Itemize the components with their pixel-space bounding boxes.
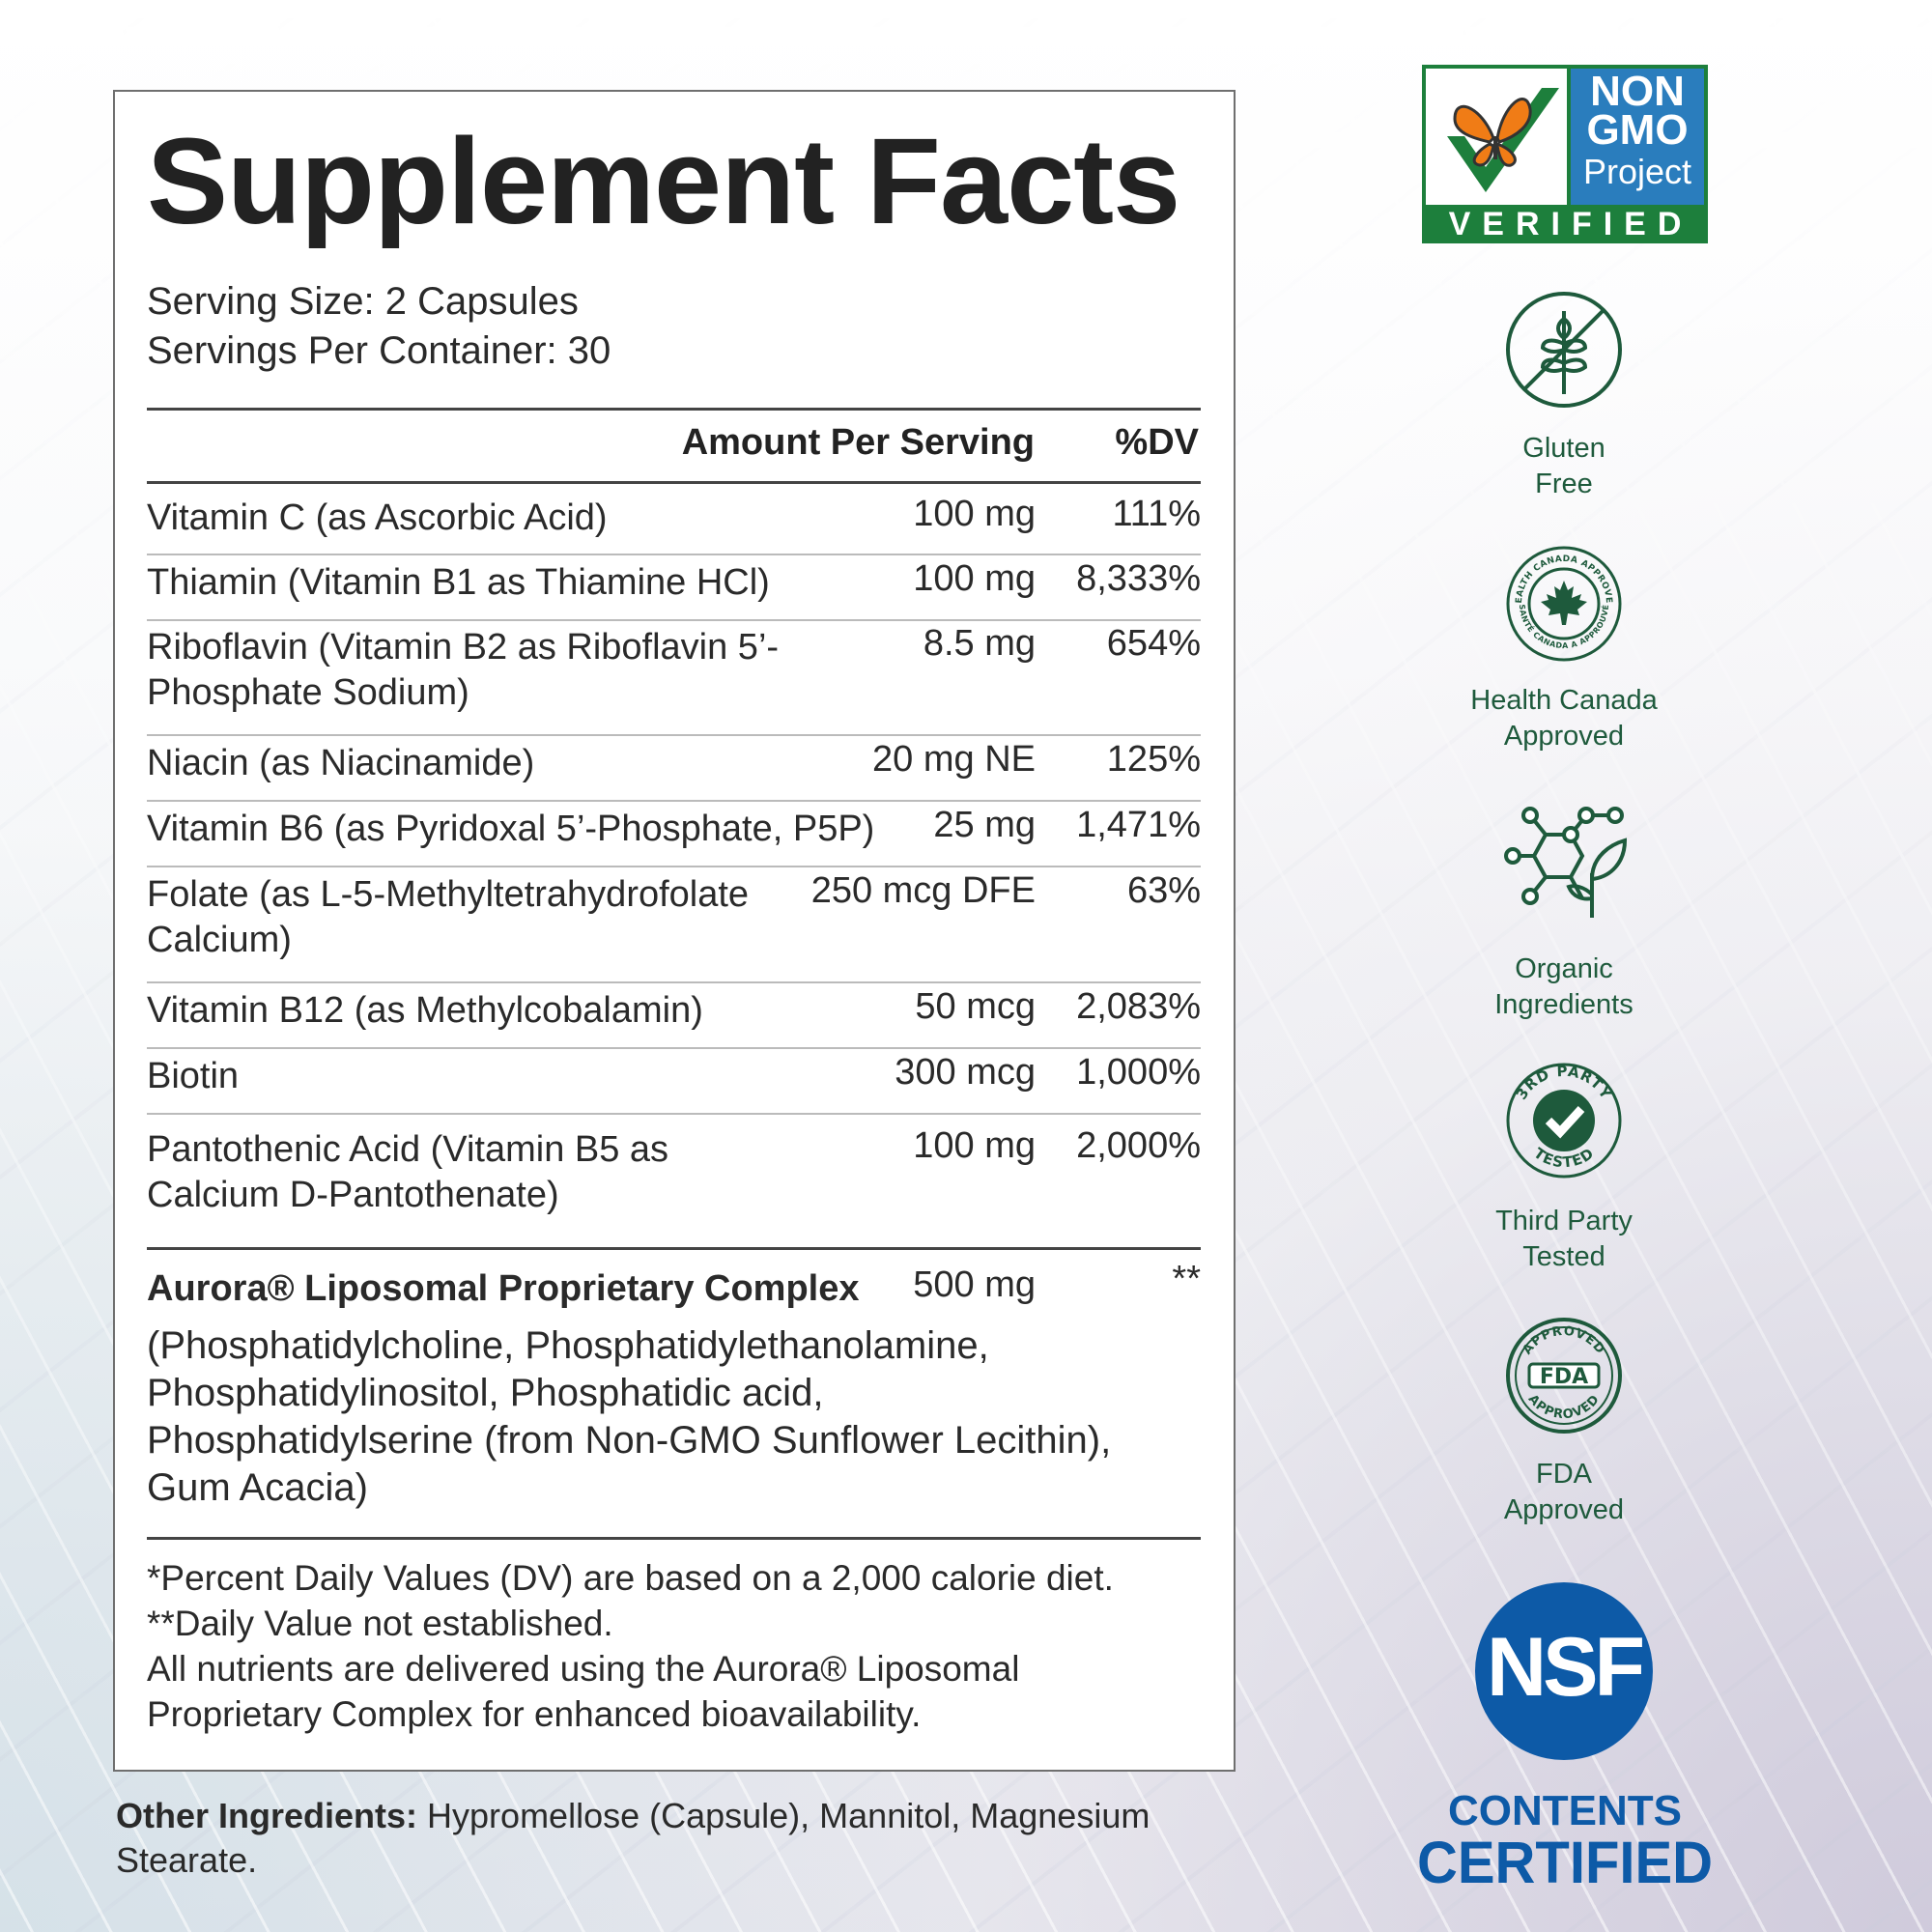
non-gmo-text: NON GMO [1571,68,1704,154]
row-divider [147,800,1201,802]
panel-title: Supplement Facts [147,113,1180,249]
fda-approved-badge: FDA APPROVED APPROVED FDA Approved [1467,1316,1661,1528]
nsf-logo: NSF [1475,1582,1653,1760]
footnote: **Daily Value not established. [147,1604,613,1643]
third-party-label-line1: Third Party [1495,1206,1633,1236]
nutrient-amount: 300 mcg [895,1052,1036,1093]
divider [147,1247,1201,1250]
health-canada-label-line1: Health Canada [1470,685,1658,716]
gluten-free-badge: Gluten Free [1467,290,1661,502]
header-dv: %DV [1115,422,1199,463]
servings-per-container: Servings Per Container: 30 [147,329,611,372]
nutrient-dv: 2,083% [1076,986,1201,1027]
non-gmo-verified-badge: NON GMO Project VERIFIED [1422,65,1708,243]
nutrient-amount: 25 mg [933,805,1036,845]
nutrient-name: Vitamin B6 (as Pyridoxal 5’-Phosphate, P… [147,809,875,849]
nutrient-dv: 2,000% [1076,1125,1201,1166]
row-divider [147,981,1201,983]
fda-seal-icon: FDA APPROVED APPROVED [1506,1318,1622,1434]
nutrient-amount: 250 mcg DFE [810,870,1036,911]
nsf-text: NSF [1487,1621,1645,1714]
gluten-free-label-line2: Free [1535,469,1593,499]
row-divider [147,1047,1201,1049]
row-divider [147,866,1201,867]
nutrient-amount: 8.5 mg [923,623,1036,664]
nutrient-name: Folate (as L-5-Methyltetrahydrofolate Ca… [147,874,750,960]
nutrient-name: Riboflavin (Vitamin B2 as Riboflavin 5’-… [147,627,780,713]
footnote: All nutrients are delivered using the Au… [147,1649,1020,1689]
footnote: Proprietary Complex for enhanced bioavai… [147,1694,922,1734]
gmo-text: GMO [1586,106,1689,154]
footnotes: *Percent Daily Values (DV) are based on … [147,1555,1209,1737]
other-ingredients: Other Ingredients: Hypromellose (Capsule… [116,1794,1256,1883]
nutrient-dv: 125% [1106,739,1201,780]
butterfly-check-icon [1426,69,1567,205]
maple-leaf-seal-icon: HEALTH CANADA APPROVED SANTÉ CANADA A AP… [1504,544,1622,662]
divider [147,1537,1201,1540]
fda-label-line2: Approved [1503,1494,1625,1525]
nutrient-dv: 111% [1112,494,1201,534]
other-ingredients-text: Hypromellose (Capsule), Mannitol, Magnes… [116,1796,1151,1880]
complex-name: Aurora® Liposomal Proprietary Complex [147,1268,860,1309]
row-divider [147,1113,1201,1115]
project-text: Project [1582,152,1692,191]
molecule-leaf-icon [1504,807,1628,918]
nutrient-amount: 100 mg [913,1125,1036,1166]
nutrient-dv: 63% [1126,870,1201,911]
third-party-label-line2: Tested [1522,1241,1605,1272]
fda-label-line1: FDA [1536,1459,1592,1490]
gluten-free-icon [1506,292,1622,408]
divider [147,481,1201,484]
third-party-seal-icon: 3RD PARTY TESTED [1506,1063,1622,1179]
divider [147,408,1201,411]
nutrient-dv: 1,471% [1076,805,1201,845]
complex-dv: ** [1172,1259,1201,1299]
nutrient-name: Niacin (as Niacinamide) [147,743,535,783]
non-gmo-blue-panel [1571,69,1704,205]
nutrient-name: Biotin [147,1056,240,1096]
nutrient-amount: 100 mg [913,494,1036,534]
organic-label-line1: Organic [1515,953,1613,984]
nsf-contents-text: CONTENTS [1448,1787,1682,1834]
other-ingredients-label: Other Ingredients: [116,1796,418,1835]
serving-size: Serving Size: 2 Capsules [147,280,579,323]
row-divider [147,619,1201,621]
verified-text: VERIFIED [1448,206,1693,242]
supplement-facts-panel: Supplement Facts Serving Size: 2 Capsule… [113,90,1236,1772]
non-text: NON [1590,68,1685,115]
organic-ingredients-badge: Organic Ingredients [1467,802,1661,1023]
serving-info: Serving Size: 2 Capsules Servings Per Co… [147,277,611,376]
nutrient-amount: 50 mcg [915,986,1036,1027]
header-amount: Amount Per Serving [681,422,1035,463]
health-canada-label-line2: Approved [1503,721,1625,752]
fda-text: FDA [1540,1365,1588,1389]
third-party-tested-badge: 3RD PARTY TESTED Third Party Tested [1467,1061,1661,1275]
nutrient-dv: 654% [1106,623,1201,664]
complex-amount: 500 mg [913,1264,1036,1305]
health-canada-badge: HEALTH CANADA APPROVED SANTÉ CANADA A AP… [1419,544,1709,754]
nutrient-dv: 1,000% [1076,1052,1201,1093]
organic-label-line2: Ingredients [1494,989,1634,1020]
gluten-free-label-line1: Gluten [1522,433,1605,464]
footnote: *Percent Daily Values (DV) are based on … [147,1558,1114,1598]
nutrient-amount: 100 mg [913,558,1036,599]
row-divider [147,734,1201,736]
nutrient-dv: 8,333% [1076,558,1201,599]
seal-text-bottom: APPROVED [1525,1392,1603,1422]
nutrient-name: Vitamin B12 (as Methylcobalamin) [147,990,703,1031]
nutrient-name: Thiamin (Vitamin B1 as Thiamine HCl) [147,562,770,603]
svg-text:APPROVED: APPROVED [1525,1392,1604,1422]
nsf-certified-text: CERTIFIED [1416,1830,1714,1896]
nutrient-name: Vitamin C (as Ascorbic Acid) [147,497,608,538]
nutrient-name: Pantothenic Acid (Vitamin B5 as Calcium … [147,1129,669,1215]
nutrient-amount: 20 mg NE [872,739,1036,780]
row-divider [147,554,1201,555]
complex-description: (Phosphatidylcholine, Phosphatidylethano… [147,1324,1112,1509]
